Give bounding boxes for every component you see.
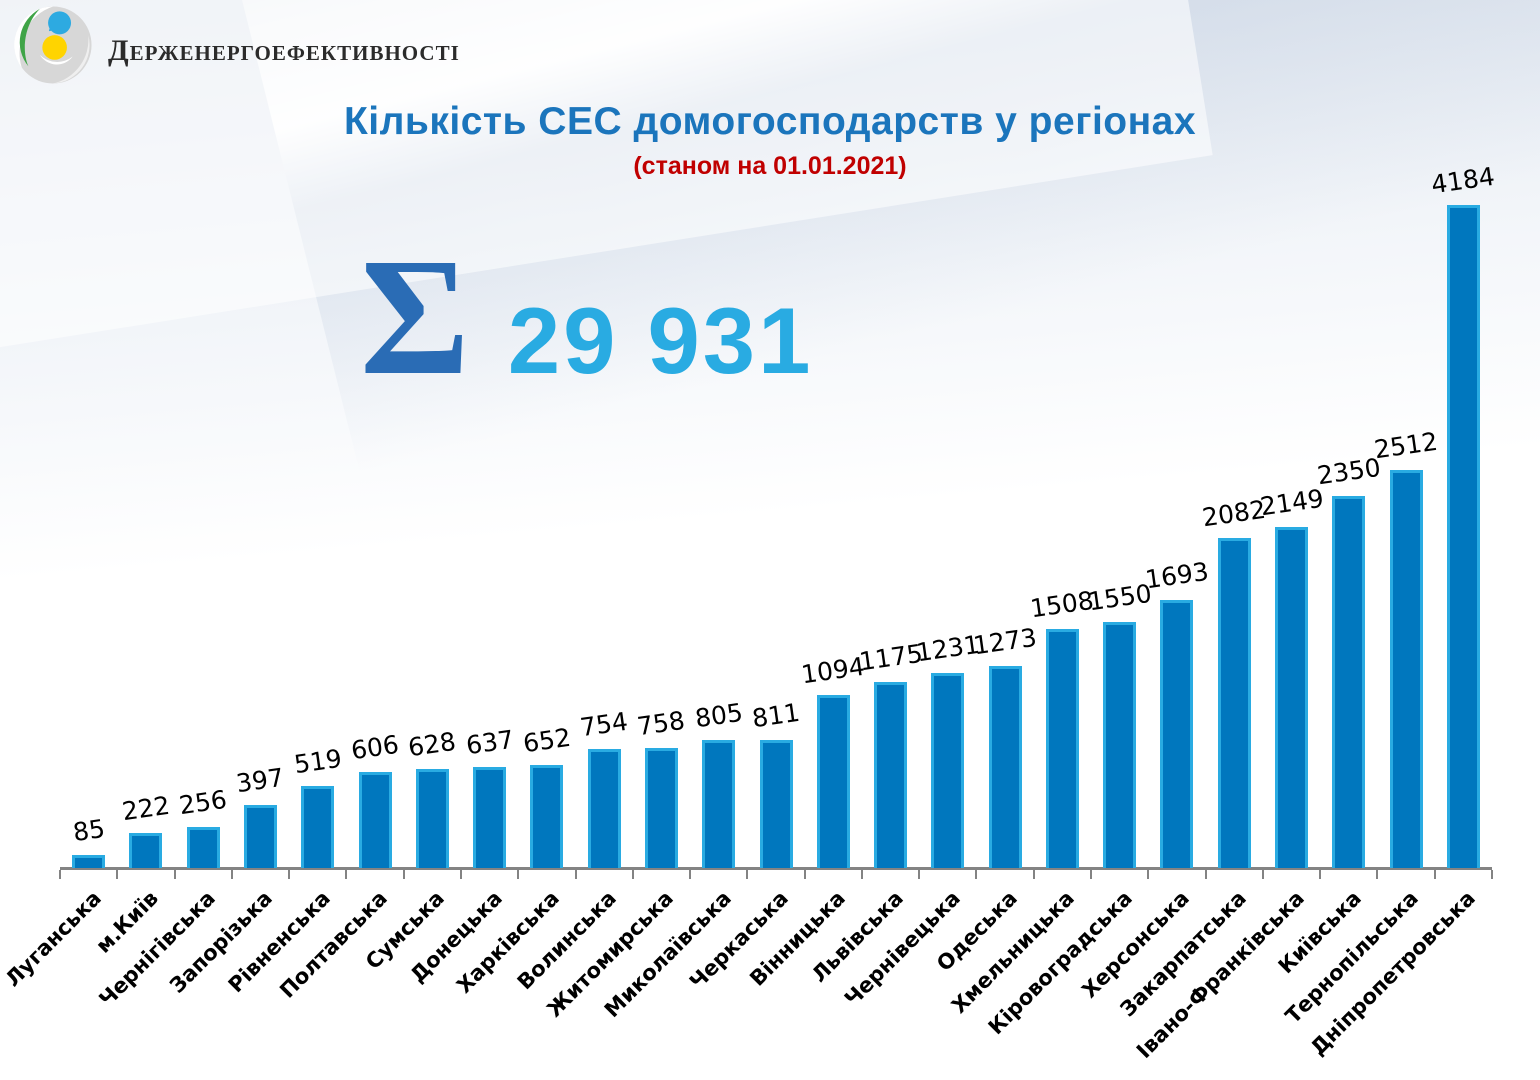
bar <box>988 666 1022 868</box>
bar <box>415 768 449 868</box>
title-block: Кількість СЕС домогосподарств у регіонах… <box>0 100 1540 181</box>
bar <box>358 771 392 868</box>
bar-value-label: 1550 <box>1086 579 1154 617</box>
bar <box>644 747 678 868</box>
bar-value-label: 754 <box>578 706 630 742</box>
page-title: Кількість СЕС домогосподарств у регіонах <box>343 100 1197 143</box>
axis-tick <box>1204 870 1207 879</box>
bar <box>473 767 507 868</box>
bar-value-label: 519 <box>292 743 344 779</box>
axis-tick <box>402 870 405 879</box>
axis-tick <box>59 870 61 879</box>
bar <box>129 832 163 868</box>
bar <box>1389 469 1423 868</box>
bar-value-label: 1094 <box>799 651 867 689</box>
bar <box>1045 629 1079 868</box>
agency-name: Держенергоефективності <box>108 34 460 67</box>
page-subtitle: (станом на 01.01.2021) <box>633 152 907 180</box>
bar <box>587 748 621 868</box>
bar <box>72 854 106 868</box>
bar <box>186 827 220 868</box>
bar-value-label: 2512 <box>1372 426 1440 465</box>
axis-tick <box>803 870 806 879</box>
axis-tick <box>288 870 291 879</box>
bar-value-label: 628 <box>406 726 458 762</box>
axis-tick <box>1376 870 1379 879</box>
bar <box>874 681 908 868</box>
plot-area: 85 222 256 397 519 606 628 637 652 754 758 805 811 10… <box>59 162 1497 879</box>
axis-tick <box>574 870 577 879</box>
axis-tick <box>1261 870 1264 879</box>
bar-value-label: 1693 <box>1143 556 1211 595</box>
bar <box>816 694 850 868</box>
bar-value-label: 2350 <box>1315 452 1383 490</box>
axis-tick <box>1090 870 1093 879</box>
bar <box>1332 495 1366 868</box>
bar-value-label: 2149 <box>1257 484 1326 522</box>
bar <box>1160 599 1194 868</box>
axis-tick <box>459 870 462 879</box>
bar <box>1446 205 1480 868</box>
bar-value-label: 1508 <box>1028 585 1096 624</box>
bar-value-label: 256 <box>177 785 229 821</box>
x-axis-line <box>60 867 1492 870</box>
bar-value-label: 1175 <box>857 638 925 677</box>
bar-value-label: 1273 <box>971 622 1039 661</box>
bar-value-label: 811 <box>750 697 802 733</box>
axis-tick <box>230 870 233 879</box>
axis-tick <box>173 870 176 879</box>
axis-tick <box>860 870 863 879</box>
bar <box>702 740 736 868</box>
axis-tick <box>345 870 348 879</box>
bar <box>301 785 335 868</box>
sigma-symbol: Σ <box>360 224 470 410</box>
axis-tick <box>1032 870 1035 879</box>
header: Держенергоефективності <box>12 4 460 86</box>
axis-tick <box>1319 870 1322 879</box>
bar-value-label: 2082 <box>1200 494 1268 533</box>
axis-tick <box>631 870 634 879</box>
bar <box>1275 527 1309 868</box>
bar-value-label: 222 <box>120 790 172 827</box>
bar-value-label: 85 <box>70 813 107 847</box>
axis-tick <box>975 870 978 879</box>
bar-value-label: 652 <box>521 722 573 758</box>
bar-value-label: 397 <box>234 762 287 799</box>
axis-tick <box>1433 870 1436 879</box>
bar-value-label: 637 <box>463 724 516 761</box>
total-value: 29 931 <box>507 288 814 393</box>
bar-value-label: 805 <box>693 698 745 734</box>
axis-tick <box>1491 870 1493 879</box>
agency-logo-icon <box>14 6 92 84</box>
bar <box>530 764 564 868</box>
bar <box>1103 622 1137 868</box>
bar <box>931 672 965 868</box>
category-labels: Луганська м.Київ Чернігівська Запорізька Рів… <box>0 872 1492 1077</box>
bar <box>243 805 277 868</box>
axis-tick <box>1147 870 1150 879</box>
axis-tick <box>746 870 749 879</box>
sum-block: Σ 29 931 <box>360 224 814 410</box>
axis-tick <box>918 870 921 879</box>
axis-tick <box>116 870 119 879</box>
bar <box>1217 538 1251 868</box>
axis-tick <box>517 870 520 879</box>
bar <box>759 739 793 868</box>
bar-value-label: 606 <box>349 729 401 766</box>
axis-tick <box>689 870 692 879</box>
bar-value-label: 758 <box>635 705 688 742</box>
